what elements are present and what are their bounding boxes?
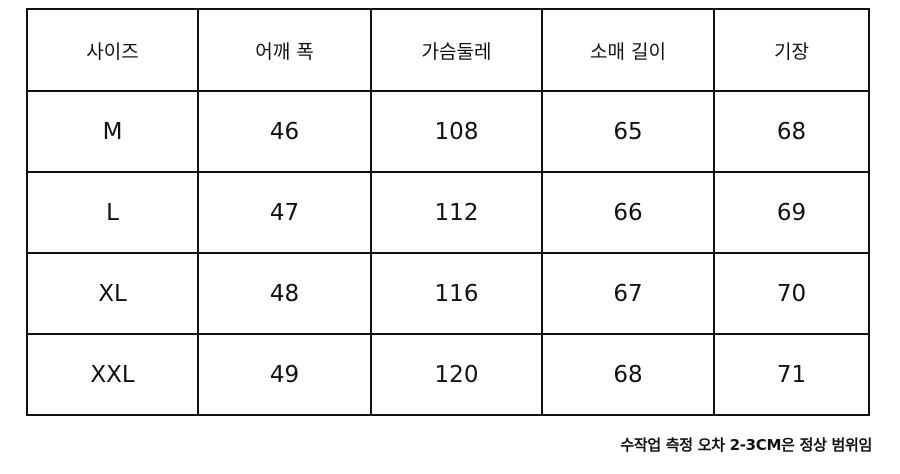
value-cell: 69 — [713, 171, 870, 254]
header-cell: 사이즈 — [26, 8, 199, 92]
value-cell: 48 — [197, 252, 372, 335]
header-cell: 소매 길이 — [541, 8, 715, 92]
table-row: M 46 108 65 68 — [26, 90, 870, 173]
value-cell: 70 — [713, 252, 870, 335]
value-cell: 67 — [541, 252, 715, 335]
size-table: 사이즈 어깨 폭 가슴둘레 소매 길이 기장 M 46 108 65 68 L 47 112 66 69 XL… — [26, 8, 870, 416]
size-cell: M — [26, 90, 199, 173]
value-cell: 116 — [370, 252, 543, 335]
value-cell: 47 — [197, 171, 372, 254]
value-cell: 120 — [370, 333, 543, 416]
note: 수작업 측정 오차 2-3CM은 정상 범위임 — [620, 436, 872, 454]
header-cell: 가슴둘레 — [370, 8, 543, 92]
value-cell: 71 — [713, 333, 870, 416]
size-cell: L — [26, 171, 199, 254]
value-cell: 46 — [197, 90, 372, 173]
table-row: XXL 49 120 68 71 — [26, 333, 870, 416]
size-cell: XL — [26, 252, 199, 335]
value-cell: 108 — [370, 90, 543, 173]
value-cell: 65 — [541, 90, 715, 173]
size-cell: XXL — [26, 333, 199, 416]
header-row: 사이즈 어깨 폭 가슴둘레 소매 길이 기장 — [26, 8, 870, 92]
table-row: XL 48 116 67 70 — [26, 252, 870, 335]
value-cell: 112 — [370, 171, 543, 254]
header-cell: 기장 — [713, 8, 870, 92]
value-cell: 66 — [541, 171, 715, 254]
table-body: 사이즈 어깨 폭 가슴둘레 소매 길이 기장 M 46 108 65 68 L 47 112 66 69 XL… — [26, 8, 870, 416]
value-cell: 49 — [197, 333, 372, 416]
value-cell: 68 — [713, 90, 870, 173]
table-row: L 47 112 66 69 — [26, 171, 870, 254]
header-cell: 어깨 폭 — [197, 8, 372, 92]
value-cell: 68 — [541, 333, 715, 416]
